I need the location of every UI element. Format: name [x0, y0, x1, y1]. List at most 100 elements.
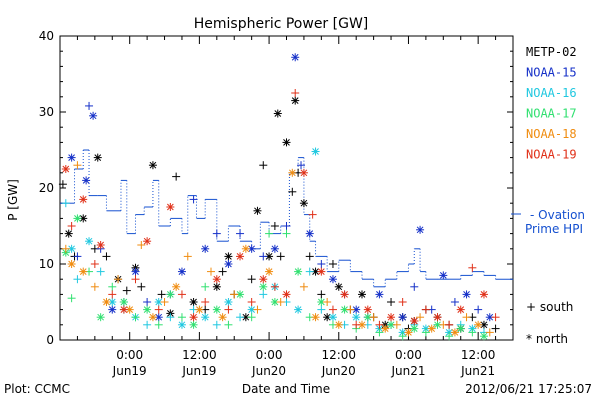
data-point [485, 328, 494, 337]
footer-timestamp: 2012/06/21 17:25:07 [465, 382, 592, 396]
data-point [247, 313, 256, 322]
data-point [212, 275, 221, 284]
x-tick-time-label: 12:00 [321, 348, 356, 362]
data-point [122, 286, 131, 295]
data-point [177, 320, 186, 329]
x-tick-time-label: 0:00 [256, 348, 283, 362]
data-point [96, 241, 105, 249]
data-point [294, 305, 303, 314]
data-point [317, 290, 326, 299]
data-point [479, 290, 488, 299]
data-point [270, 222, 279, 230]
data-point [328, 305, 337, 314]
data-point [265, 229, 274, 238]
data-point [433, 313, 442, 322]
data-point [340, 290, 349, 299]
data-point [90, 260, 99, 268]
data-point [387, 298, 396, 306]
data-point [224, 320, 233, 329]
data-point [102, 252, 111, 261]
data-point [456, 324, 465, 333]
x-tick-date-label: Jun21 [460, 364, 495, 378]
data-point [224, 305, 233, 314]
data-point [201, 313, 210, 322]
data-point [67, 153, 76, 162]
data-point [282, 222, 291, 230]
data-point [334, 282, 343, 291]
data-point [224, 260, 233, 268]
data-point [218, 313, 227, 322]
y-tick-label: 20 [39, 181, 54, 195]
legend: METP-02 NOAA-15 NOAA-16 NOAA-17 NOAA-18 NOAA-… [526, 45, 577, 162]
data-point [299, 282, 308, 291]
data-point [299, 199, 308, 208]
data-point [288, 187, 297, 196]
data-point [259, 275, 268, 284]
data-point [305, 267, 314, 276]
symbol-legend-entry: + south [526, 300, 573, 314]
data-point [273, 109, 282, 118]
data-point [253, 305, 262, 314]
data-point [375, 290, 384, 299]
data-point [67, 260, 76, 268]
data-point [317, 260, 326, 268]
data-point [259, 161, 268, 170]
data-point [291, 53, 300, 62]
data-point [468, 328, 477, 337]
data-point [125, 305, 134, 314]
data-point [398, 332, 407, 341]
data-point [230, 290, 239, 299]
x-tick-time-label: 12:00 [461, 348, 496, 362]
data-point [154, 320, 163, 329]
data-point [114, 275, 123, 284]
legend-entry: NOAA-19 [526, 148, 577, 162]
data-point [265, 267, 274, 276]
data-point [311, 313, 320, 322]
data-point [346, 305, 355, 314]
data-point [137, 241, 146, 249]
symbol-legend: + south * north [526, 300, 573, 346]
data-point [119, 298, 128, 306]
data-point [308, 210, 317, 219]
data-point [61, 165, 70, 173]
data-point [317, 305, 326, 314]
data-point [89, 111, 98, 120]
x-tick-date-label: Jun19 [181, 364, 216, 378]
data-point [381, 324, 390, 333]
data-point [398, 313, 407, 322]
data-point [79, 267, 88, 276]
data-point [259, 282, 268, 291]
data-point [207, 267, 215, 276]
data-point [299, 168, 308, 177]
data-point [468, 263, 477, 272]
data-point [177, 267, 186, 276]
data-point [363, 305, 372, 314]
x-tick-date-label: Jun20 [251, 364, 286, 378]
data-point [375, 320, 384, 329]
data-point [195, 305, 204, 314]
data-point [73, 161, 82, 170]
data-point [387, 313, 396, 322]
data-point [148, 313, 157, 322]
data-point [157, 290, 166, 299]
data-point [358, 290, 366, 299]
data-point [96, 267, 105, 276]
data-point [392, 320, 401, 329]
data-point [410, 282, 419, 291]
data-point [334, 320, 343, 329]
data-point [270, 282, 279, 291]
x-tick-time-label: 0:00 [116, 348, 143, 362]
data-point [305, 252, 314, 261]
data-point [201, 244, 210, 253]
data-point [61, 244, 70, 253]
x-tick-time-label: 12:00 [182, 348, 217, 362]
data-point [282, 138, 291, 147]
legend-entry: NOAA-15 [526, 66, 577, 80]
data-point [421, 328, 430, 337]
data-point [166, 313, 175, 322]
data-point [64, 229, 73, 238]
data-point [82, 176, 91, 185]
ovation-prime-line [60, 149, 513, 288]
data-point [276, 252, 285, 261]
